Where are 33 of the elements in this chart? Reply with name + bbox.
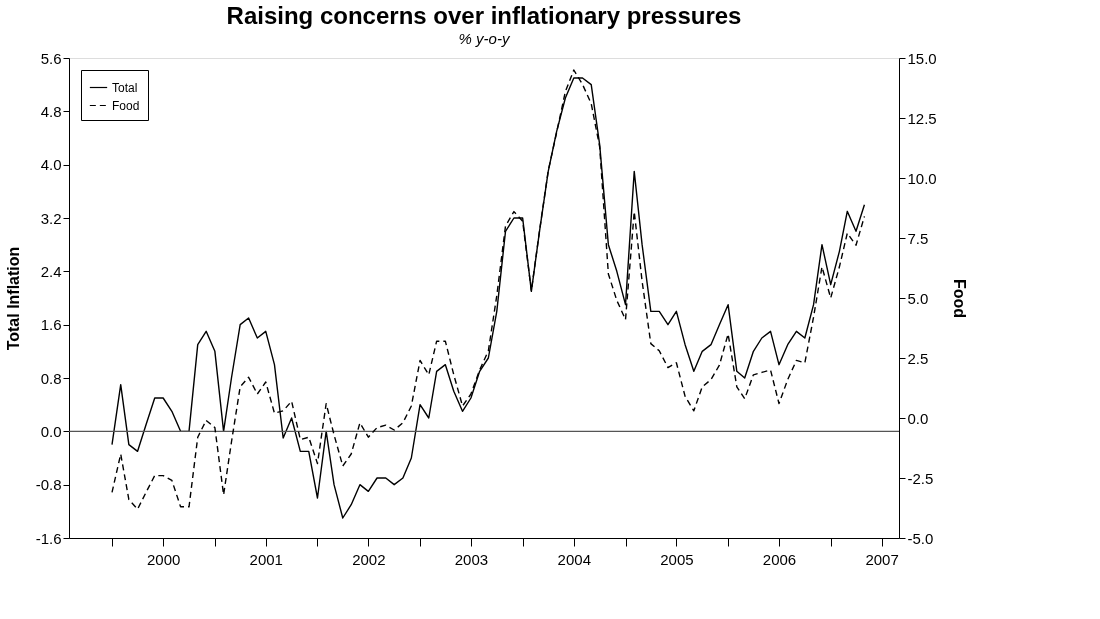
y2-tick-label: -5.0	[907, 529, 934, 547]
y-tick-label: 0.0	[40, 422, 62, 440]
x-tick-label: 2007	[865, 550, 899, 568]
y-tick-label: 4.0	[40, 156, 62, 174]
x-tick-label: 2003	[454, 550, 489, 568]
y-tick-label: -1.6	[35, 529, 62, 547]
y-axis-title: Total Inflation	[4, 246, 22, 351]
y-tick-label: -0.8	[35, 476, 62, 494]
y2-tick-label: -2.5	[907, 469, 934, 487]
y2-tick-label: 10.0	[907, 169, 937, 187]
x-tick-label: 2000	[146, 550, 181, 568]
y-tick-label: 2.4	[40, 262, 62, 280]
y-tick-label: 0.8	[40, 369, 62, 387]
y2-tick-label: 15.0	[907, 49, 937, 67]
x-tick-label: 2001	[249, 550, 283, 568]
y2-tick-label: 0.0	[907, 409, 929, 427]
y2-tick-label: 2.5	[907, 349, 929, 367]
x-tick-label: 2004	[557, 550, 591, 568]
x-tick-label: 2006	[762, 550, 797, 568]
legend-label: Total	[112, 80, 138, 95]
y-tick-label: 5.6	[40, 49, 62, 67]
legend-label: Food	[112, 98, 140, 113]
y-tick-label: 1.6	[40, 316, 62, 334]
y2-axis-title: Food	[950, 278, 968, 319]
x-tick-label: 2005	[660, 550, 694, 568]
y2-tick-label: 7.5	[907, 229, 929, 247]
y-tick-label: 3.2	[40, 209, 62, 227]
y2-tick-label: 5.0	[907, 289, 929, 307]
x-tick-label: 2002	[352, 550, 386, 568]
chart-title: Raising concerns over inflationary pressures	[226, 2, 742, 29]
y2-tick-label: 12.5	[907, 109, 937, 127]
chart-subtitle: % y-o-y	[458, 30, 511, 47]
y-tick-label: 4.8	[40, 102, 62, 120]
